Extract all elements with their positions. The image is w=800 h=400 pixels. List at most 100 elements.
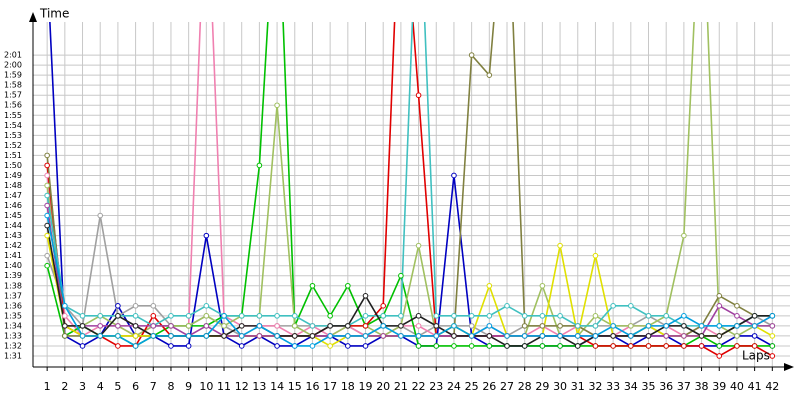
data-point [44,152,50,159]
y-tick-label: 1:57 [4,91,22,100]
grid [33,22,790,367]
data-point [274,333,280,339]
data-point [185,333,192,339]
data-point [345,323,351,329]
data-point [168,323,174,329]
data-point [539,333,546,339]
x-tick-label: 33 [606,380,620,393]
data-point [769,333,776,339]
data-point [291,323,298,329]
y-tick-label: 1:32 [4,341,22,350]
data-point [433,313,440,319]
x-tick-label: 14 [270,380,284,393]
data-point [486,343,493,349]
data-point [521,343,528,349]
data-point [44,232,50,239]
data-point [716,323,723,329]
y-tick-label: 1:56 [4,101,22,110]
data-point [451,313,457,319]
y-tick-label: 1:43 [4,231,22,240]
data-point [185,313,192,319]
y-tick-label: 1:55 [4,111,22,120]
data-point [168,333,174,339]
data-point [327,323,333,329]
data-point [274,323,280,329]
x-tick-label: 1 [44,380,51,393]
x-tick-label: 42 [765,380,779,393]
data-point [468,52,475,58]
x-tick-label: 21 [394,380,408,393]
data-point [698,333,705,339]
data-point [468,343,475,349]
data-point [44,222,50,229]
data-point [521,323,528,329]
data-point [663,323,669,329]
data-point [132,303,139,309]
data-point [681,343,687,349]
x-tick-label: 31 [571,380,585,393]
data-point [539,323,546,329]
series-line [46,235,773,347]
data-point [168,313,174,319]
data-point [150,303,157,309]
x-tick-label: 29 [535,380,549,393]
data-point [610,333,616,339]
data-point [79,333,86,339]
data-point [345,282,351,289]
data-point [716,303,723,309]
data-point [44,202,50,209]
x-tick-label: 8 [167,380,174,393]
y-tick-label: 1:31 [4,351,22,360]
y-tick-label: 2:00 [4,61,22,70]
data-point [521,333,528,339]
data-point [557,323,563,329]
data-point [203,313,210,319]
y-tick-label: 1:46 [4,201,22,210]
data-point [327,333,333,339]
data-point [539,282,546,289]
x-tick-label: 22 [412,380,426,393]
y-tick-label: 1:59 [4,71,22,80]
x-tick-label: 7 [150,380,157,393]
data-point [238,323,245,329]
x-tick-label: 35 [642,380,656,393]
data-point [362,343,369,349]
data-point [44,252,50,259]
data-point [486,282,493,289]
y-tick-label: 1:41 [4,251,22,260]
data-point [115,323,121,329]
data-point [221,323,227,329]
data-point [557,313,563,319]
data-point [521,313,528,319]
data-point [380,303,387,309]
data-point [592,313,599,319]
data-point [698,343,705,349]
data-point [380,333,387,339]
data-point [504,333,510,339]
data-point [415,333,422,339]
data-point [663,333,669,339]
data-point [751,313,758,319]
data-point [415,92,422,99]
data-point [734,313,740,319]
data-point [362,313,369,319]
data-point [150,323,157,329]
x-tick-label: 15 [288,380,302,393]
x-tick-label: 13 [252,380,266,393]
data-point [256,162,263,169]
data-point [256,323,263,329]
data-point [309,333,316,339]
data-point [62,303,68,309]
data-point [203,303,210,309]
data-point [398,272,404,279]
x-tick-label: 18 [341,380,355,393]
data-point [132,323,139,329]
data-point [557,343,563,349]
x-tick-label: 27 [500,380,514,393]
data-point [132,313,139,319]
data-point [681,232,687,239]
data-point [451,333,457,339]
series-line [46,22,773,327]
data-point [44,262,50,269]
